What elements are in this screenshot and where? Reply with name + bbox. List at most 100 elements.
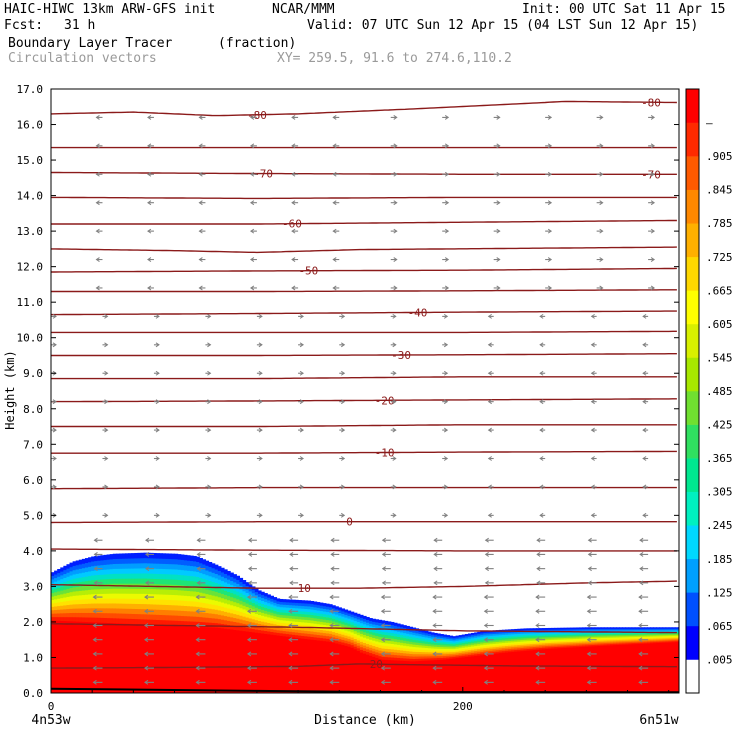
tracer-band-strip xyxy=(467,635,472,638)
vector-head xyxy=(299,456,304,461)
vector-head xyxy=(299,399,304,405)
tracer-band-strip xyxy=(529,642,534,645)
tracer-band-strip xyxy=(112,573,117,579)
tracer-band-strip xyxy=(140,588,145,594)
contour-label: -20 xyxy=(375,394,395,407)
tracer-band-strip xyxy=(585,636,590,639)
vector-head xyxy=(144,665,149,671)
tracer-band-strip xyxy=(288,631,293,635)
tracer-band-strip xyxy=(298,605,302,609)
tracer-core-strip xyxy=(261,633,265,693)
tracer-band-strip xyxy=(273,602,278,606)
tracer-band-strip xyxy=(267,602,271,607)
tracer-band-strip xyxy=(440,634,444,637)
vector-head xyxy=(104,512,109,518)
tracer-band-strip xyxy=(174,563,179,570)
tracer-band-strip xyxy=(100,607,105,614)
tracer-band-strip xyxy=(579,632,583,635)
tracer-band-strip xyxy=(387,651,392,655)
tracer-band-strip xyxy=(115,613,120,619)
tracer-band-strip xyxy=(396,639,401,643)
vector-head xyxy=(329,623,334,628)
contour-line xyxy=(51,376,677,380)
vector-head xyxy=(258,399,263,405)
tracer-core-strip xyxy=(390,659,395,693)
tracer-core-strip xyxy=(535,649,540,693)
vector-head xyxy=(330,580,335,586)
vector-head xyxy=(332,257,337,262)
tracer-band-strip xyxy=(171,609,176,616)
tracer-band-strip xyxy=(458,639,463,642)
tracer-band-strip xyxy=(88,594,92,600)
tracer-band-strip xyxy=(202,568,207,575)
tracer-band-strip xyxy=(72,612,77,618)
tracer-band-strip xyxy=(81,590,86,596)
tracer-band-strip xyxy=(261,624,265,628)
tracer-band-strip xyxy=(304,614,308,618)
tracer-band-strip xyxy=(245,610,250,615)
vector-head xyxy=(487,370,492,376)
tracer-band-strip xyxy=(205,612,210,618)
tracer-band-strip xyxy=(264,607,268,611)
tracer-band-strip xyxy=(307,600,312,604)
tracer-band-strip xyxy=(88,589,92,595)
tracer-band-strip xyxy=(307,630,312,634)
tracer-band-strip xyxy=(335,635,339,639)
tracer-band-strip xyxy=(69,566,74,572)
tracer-band-strip xyxy=(548,646,552,649)
tracer-band-strip xyxy=(261,618,265,622)
tracer-band-strip xyxy=(128,593,132,599)
tracer-band-strip xyxy=(492,640,497,643)
tracer-band-strip xyxy=(205,560,210,566)
tracer-band-strip xyxy=(189,611,194,617)
tracer-band-strip xyxy=(449,655,454,658)
vector-head xyxy=(599,200,604,206)
tracer-band-strip xyxy=(267,622,271,626)
tracer-core-strip xyxy=(433,659,438,693)
tracer-band-strip xyxy=(338,630,342,634)
vector-head xyxy=(392,512,397,518)
tracer-band-strip xyxy=(251,628,256,633)
tracer-band-strip xyxy=(177,610,182,616)
tracer-band-strip xyxy=(304,603,308,607)
tracer-band-strip xyxy=(375,654,379,658)
tracer-band-strip xyxy=(350,644,355,648)
tracer-band-strip xyxy=(387,621,392,625)
tracer-band-strip xyxy=(369,628,373,632)
tracer-band-strip xyxy=(613,633,617,636)
tracer-band-strip xyxy=(668,640,673,643)
tracer-band-strip xyxy=(125,593,129,599)
tracer-band-strip xyxy=(149,598,154,605)
tracer-band-strip xyxy=(254,622,259,627)
tracer-band-strip xyxy=(449,653,454,656)
tracer-band-strip xyxy=(134,613,139,620)
tracer-band-strip xyxy=(118,573,123,579)
tracer-band-strip xyxy=(396,636,401,640)
tracer-band-strip xyxy=(613,639,617,642)
tracer-band-strip xyxy=(131,578,135,584)
tracer-band-strip xyxy=(143,619,148,625)
tracer-band-strip xyxy=(223,577,228,583)
tracer-core-strip xyxy=(106,622,111,693)
tracer-band-strip xyxy=(128,618,132,624)
tracer-band-strip xyxy=(75,569,80,574)
tracer-band-strip xyxy=(427,653,432,657)
tracer-band-strip xyxy=(480,653,484,656)
tracer-band-strip xyxy=(566,631,571,634)
vector-head xyxy=(340,484,346,490)
tracer-band-strip xyxy=(230,608,234,614)
tracer-band-strip xyxy=(538,632,543,635)
tracer-band-strip xyxy=(653,632,657,635)
tracer-band-strip xyxy=(569,631,574,634)
vector-head xyxy=(248,580,253,586)
tracer-band-strip xyxy=(517,643,522,646)
tracer-band-strip xyxy=(566,627,571,630)
tracer-core-strip xyxy=(180,625,185,693)
tracer-core-strip xyxy=(78,621,83,693)
tracer-band-strip xyxy=(220,615,225,620)
vector-head xyxy=(147,171,152,177)
tracer-band-strip xyxy=(171,594,176,601)
tracer-band-strip xyxy=(177,579,182,586)
tracer-band-strip xyxy=(619,635,623,638)
tracer-core-strip xyxy=(183,625,188,693)
